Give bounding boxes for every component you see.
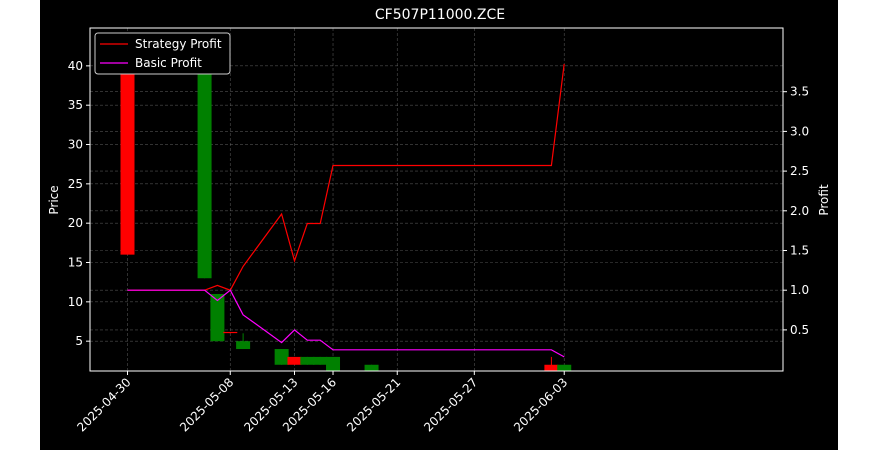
candle-body (557, 364, 572, 371)
legend-box (94, 32, 231, 75)
y-axis-label-right: Profit (817, 184, 831, 216)
candle-body (236, 341, 251, 350)
right-tick-label: 2.5 (790, 164, 809, 178)
series-line-basic-profit (127, 289, 565, 358)
candle-body (120, 34, 135, 255)
right-tick-label: 3.0 (790, 124, 809, 138)
candle-body (274, 349, 289, 365)
candlesticks (120, 34, 572, 371)
candle-body (223, 331, 238, 334)
candle-body (313, 356, 328, 365)
candle-body (300, 356, 315, 365)
left-tick-label: 20 (68, 216, 83, 230)
left-tick-label: 15 (68, 256, 83, 270)
left-tick-label: 5 (75, 334, 83, 348)
left-tick-label: 30 (68, 138, 83, 152)
right-tick-label: 0.5 (790, 323, 809, 337)
y-axis-label-left: Price (47, 185, 61, 214)
left-tick-label: 35 (68, 98, 83, 112)
legend-label-strategy-profit: Strategy Profit (135, 37, 222, 51)
right-tick-label: 2.0 (790, 204, 809, 218)
figure-background (40, 0, 838, 450)
left-tick-label: 25 (68, 177, 83, 191)
legend: Strategy Profit Basic Profit (94, 32, 231, 75)
candle-body (326, 356, 341, 371)
candle-body (544, 364, 559, 371)
right-axis-ticks: 0.5 1.0 1.5 2.0 2.5 3.0 3.5 (783, 85, 809, 337)
legend-label-basic-profit: Basic Profit (135, 56, 202, 70)
chart-title: CF507P11000.ZCE (375, 7, 505, 23)
left-tick-label: 40 (68, 59, 83, 73)
right-tick-label: 3.5 (790, 85, 809, 99)
plot-frame (89, 27, 784, 372)
candle-body (210, 293, 225, 342)
series-line-strategy-profit (127, 63, 565, 291)
left-axis-ticks: 5 10 15 20 25 30 35 40 (68, 59, 90, 348)
right-tick-label: 1.5 (790, 244, 809, 258)
candle-body (364, 364, 379, 371)
candle-body (197, 34, 212, 279)
right-tick-label: 1.0 (790, 283, 809, 297)
left-tick-label: 10 (68, 295, 83, 309)
profit-lines (127, 63, 565, 358)
candle-body (287, 356, 302, 365)
